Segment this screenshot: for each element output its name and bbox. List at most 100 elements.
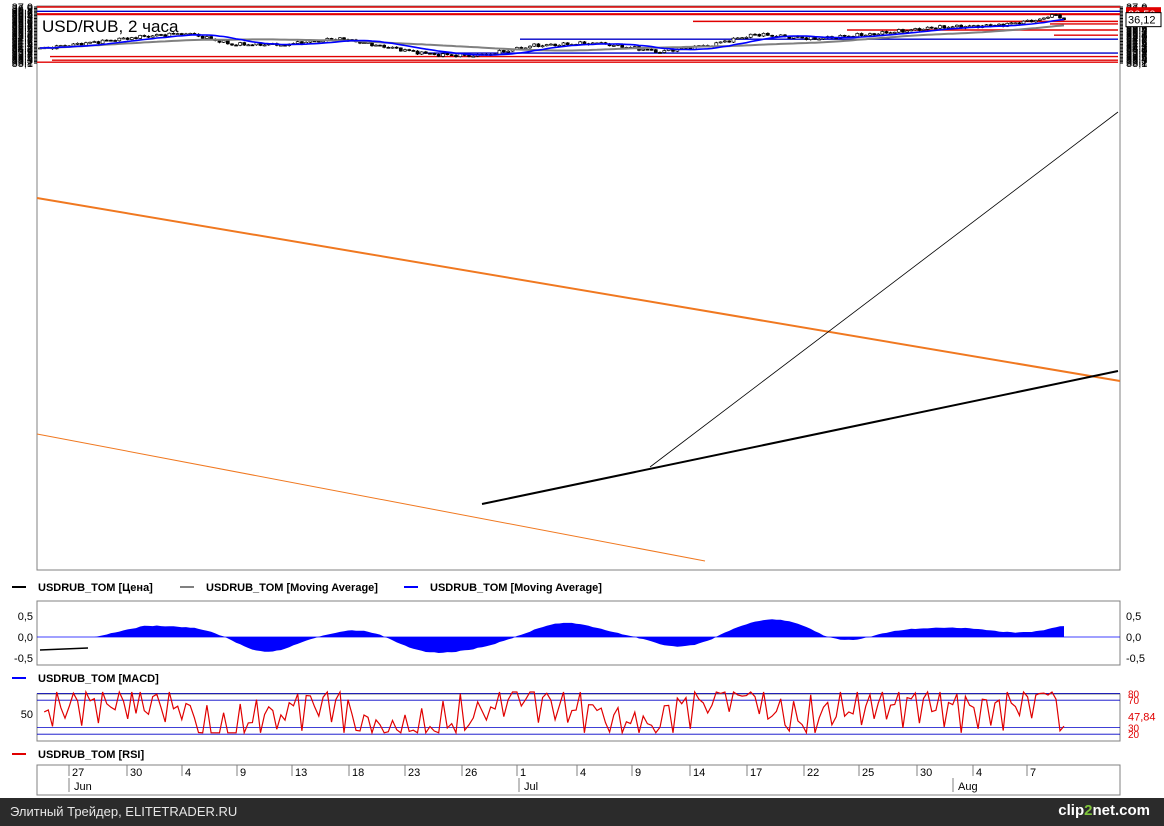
candle-body — [471, 55, 476, 58]
price-left-tick-label: 36,0 — [12, 16, 33, 28]
candle-body — [641, 48, 646, 51]
clip2net-logo[interactable]: clip2net.com — [1058, 802, 1150, 819]
x-day-tick-label: 22 — [807, 767, 819, 779]
macd-left-tick-label: 0,5 — [18, 611, 33, 623]
price-left-tick-label: 34,7 — [12, 35, 33, 47]
candle-body — [984, 24, 989, 27]
rsi-right-tick-label: 20 — [1128, 730, 1140, 741]
candle-body — [553, 43, 557, 47]
price-right-tick-label: 33,8 — [1126, 48, 1147, 60]
moving-average-fast-line — [39, 18, 1065, 56]
candle-body — [925, 26, 930, 30]
candle-body — [917, 28, 922, 31]
price-right-tick-label: 33,4 — [1126, 54, 1147, 66]
candle-body — [104, 39, 109, 42]
price-right-tick-label: 33,7 — [1126, 49, 1147, 61]
price-left-tick-label: 34,6 — [12, 37, 33, 49]
candle-body — [75, 42, 80, 45]
candle-body — [905, 30, 909, 33]
candle-body — [100, 39, 105, 44]
price-left-tick-label: 36,6 — [12, 8, 33, 20]
price-right-tick-label: 33,6 — [1126, 51, 1147, 63]
candle-body — [727, 40, 732, 43]
candle-body — [519, 47, 524, 49]
rsi-last-box — [1126, 709, 1162, 723]
candle-body — [394, 46, 399, 49]
candle-body — [662, 50, 667, 53]
candle-body — [411, 50, 416, 52]
price-left-tick-label: 37,0 — [12, 2, 33, 14]
x-day-tick-label: 30 — [130, 767, 142, 779]
candle-body — [731, 37, 736, 43]
x-day-tick-label: 9 — [240, 767, 246, 779]
price-right-tick-label: 35,4 — [1126, 25, 1147, 37]
rsi-left-tick-label: 50 — [21, 709, 33, 721]
candle-body — [880, 31, 885, 35]
price-right-tick-label: 34,3 — [1126, 41, 1147, 53]
price-left-tick-label: 33,4 — [12, 54, 33, 66]
price-left-tick-label: 35,2 — [12, 28, 33, 40]
price-left-tick-label: 34,4 — [12, 39, 33, 51]
x-day-tick-label: 4 — [185, 767, 191, 779]
x-day-tick-label: 17 — [750, 767, 762, 779]
candle-body — [175, 33, 180, 35]
candle-body — [901, 29, 905, 33]
candle-body — [246, 44, 251, 47]
price-legend: USDRUB_TOM [Цена] USDRUB_TOM [Moving Aver… — [12, 582, 602, 594]
price-left-tick-label: 35,1 — [12, 29, 33, 41]
candle-body — [117, 37, 122, 42]
candle-body — [1058, 14, 1062, 19]
price-right-tick-label: 33,5 — [1126, 52, 1147, 64]
last-price-box — [1125, 12, 1162, 28]
candle-body — [804, 37, 809, 40]
price-left-tick-label: 33,5 — [12, 52, 33, 64]
price-right-tick-label: 34,6 — [1126, 37, 1147, 49]
candle-body — [238, 42, 243, 46]
candle-body — [929, 26, 934, 29]
footer-source-text: Элитный Трейдер, ELITETRADER.RU — [10, 804, 238, 819]
candle-body — [96, 41, 101, 44]
price-left-tick-label: 34,8 — [12, 34, 33, 46]
candle-body — [997, 23, 1001, 26]
candle-body — [338, 37, 342, 40]
candle-body — [753, 33, 757, 36]
x-day-tick-label: 13 — [295, 767, 307, 779]
candle-body — [1013, 22, 1018, 25]
price-left-tick-label: 35,5 — [12, 24, 33, 36]
moving-average-slow-line — [39, 24, 1065, 52]
x-day-tick-label: 18 — [352, 767, 364, 779]
candle-body — [386, 46, 391, 49]
candle-body — [146, 35, 151, 38]
price-right-tick-label: 34,0 — [1126, 45, 1147, 57]
price-left-tick-label: 36,9 — [12, 3, 33, 15]
candle-body — [200, 35, 205, 39]
candle-body — [423, 51, 428, 54]
price-left-tick-label: 36,2 — [12, 14, 33, 26]
price-left-tick-label: 35,7 — [12, 21, 33, 33]
price-left-tick-label: 35,0 — [12, 31, 33, 43]
candle-body — [532, 43, 537, 47]
candle-body — [497, 50, 502, 55]
logo-prefix: clip — [1058, 802, 1085, 819]
candle-body — [121, 37, 126, 40]
price-left-tick-label: 33,3 — [12, 55, 33, 67]
candle-body — [308, 40, 313, 43]
price-left-tick-label: 36,7 — [12, 6, 33, 18]
candle-body — [1033, 20, 1038, 23]
legend-label: USDRUB_TOM [Цена] — [38, 582, 153, 594]
candle-body — [938, 25, 942, 29]
support-trend-line — [481, 370, 1119, 505]
x-day-tick-label: 1 — [520, 767, 526, 779]
candle-body — [770, 34, 774, 37]
candle-body — [454, 54, 458, 58]
candle-body — [138, 35, 143, 39]
price-left-tick-label: 33,8 — [12, 48, 33, 60]
price-left-tick-label: 34,9 — [12, 32, 33, 44]
x-day-tick-label: 7 — [1030, 767, 1036, 779]
macd-histogram-area — [37, 619, 1064, 653]
last-price-label: 36,12 — [1128, 15, 1156, 27]
x-day-tick-label: 26 — [465, 767, 477, 779]
candle-body — [740, 37, 744, 40]
candle-body — [1046, 16, 1050, 19]
candle-body — [744, 36, 749, 39]
